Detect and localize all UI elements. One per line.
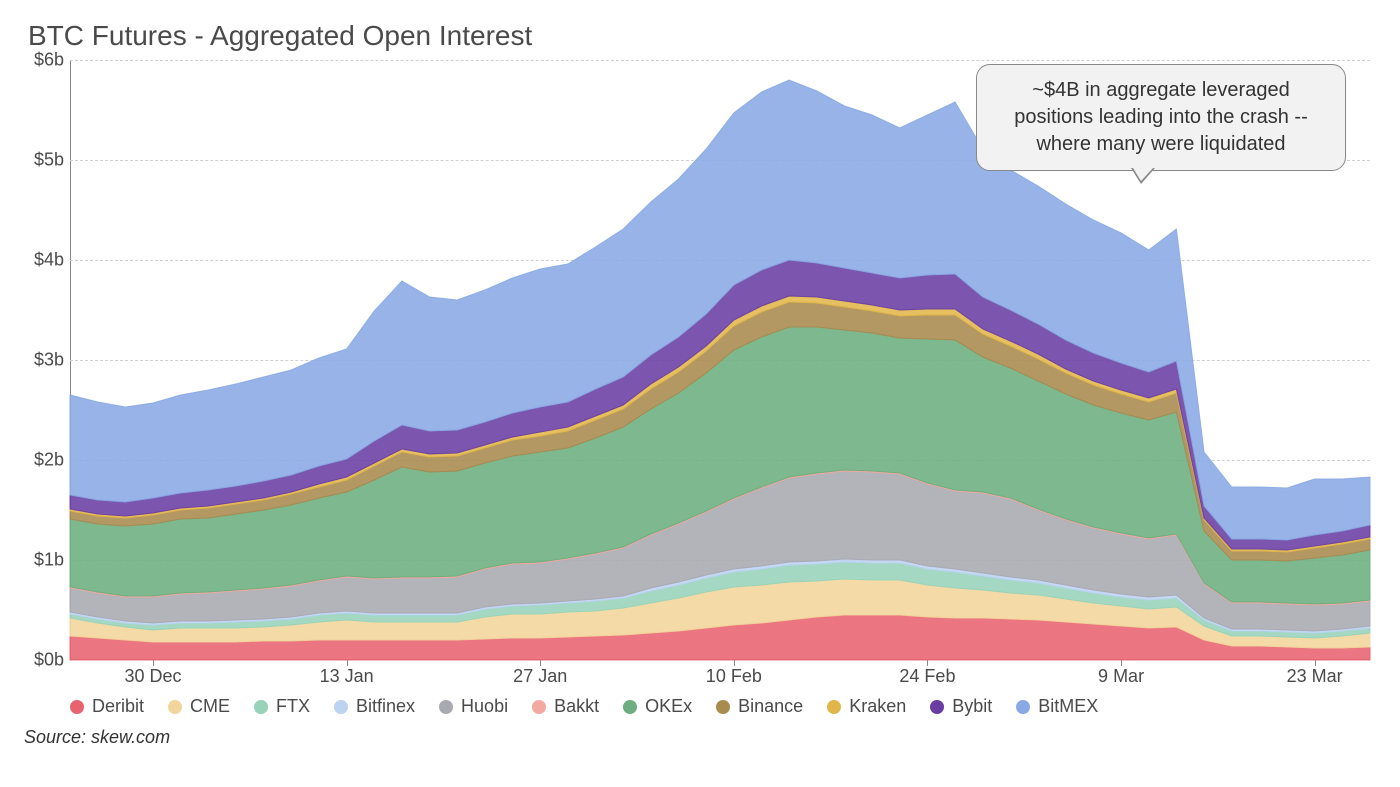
- legend-label: FTX: [276, 696, 310, 717]
- legend-item-bitfinex: Bitfinex: [334, 696, 415, 717]
- legend-item-bakkt: Bakkt: [532, 696, 599, 717]
- legend-label: Binance: [738, 696, 803, 717]
- callout-annotation: ~$4B in aggregate leveraged positions le…: [976, 64, 1346, 171]
- legend-swatch: [1016, 700, 1030, 714]
- callout-tail-inner: [1133, 168, 1153, 181]
- y-tick-label: $5b: [20, 150, 64, 171]
- legend-label: Deribit: [92, 696, 144, 717]
- legend-item-okex: OKEx: [623, 696, 692, 717]
- y-axis: $0b$1b$2b$3b$4b$5b$6b: [20, 60, 70, 660]
- legend-item-bitmex: BitMEX: [1016, 696, 1098, 717]
- legend-swatch: [930, 700, 944, 714]
- legend-label: Bitfinex: [356, 696, 415, 717]
- chart-title: BTC Futures - Aggregated Open Interest: [28, 20, 1380, 52]
- legend-label: Bakkt: [554, 696, 599, 717]
- legend-swatch: [716, 700, 730, 714]
- x-tick-label: 13 Jan: [320, 666, 374, 687]
- x-axis: 30 Dec 13 Jan 27 Jan 10 Feb 24 Feb 9 Mar 23 Ma…: [70, 660, 1370, 690]
- legend-label: Huobi: [461, 696, 508, 717]
- chart-container: BTC Futures - Aggregated Open Interest $…: [20, 20, 1380, 767]
- y-tick-label: $1b: [20, 550, 64, 571]
- legend-swatch: [334, 700, 348, 714]
- x-tick-label: 9 Mar: [1098, 666, 1144, 687]
- x-tick-label: 30 Dec: [124, 666, 181, 687]
- legend-item-kraken: Kraken: [827, 696, 906, 717]
- legend-item-binance: Binance: [716, 696, 803, 717]
- x-tick-label: 23 Mar: [1287, 666, 1343, 687]
- legend-swatch: [254, 700, 268, 714]
- y-tick-label: $0b: [20, 650, 64, 671]
- y-tick-label: $3b: [20, 350, 64, 371]
- legend-item-ftx: FTX: [254, 696, 310, 717]
- x-tick-label: 24 Feb: [899, 666, 955, 687]
- legend-swatch: [827, 700, 841, 714]
- x-tick-label: 27 Jan: [513, 666, 567, 687]
- source-label: Source: skew.com: [24, 727, 1380, 748]
- callout-text: ~$4B in aggregate leveraged positions le…: [1014, 79, 1308, 155]
- y-tick-label: $2b: [20, 450, 64, 471]
- plot-area: $0b$1b$2b$3b$4b$5b$6b ~$4B in aggregate …: [70, 60, 1370, 660]
- legend-item-deribit: Deribit: [70, 696, 144, 717]
- x-tick-label: 10 Feb: [706, 666, 762, 687]
- legend-label: CME: [190, 696, 230, 717]
- y-tick-label: $4b: [20, 250, 64, 271]
- legend-swatch: [439, 700, 453, 714]
- legend-label: OKEx: [645, 696, 692, 717]
- legend-item-huobi: Huobi: [439, 696, 508, 717]
- legend-label: Bybit: [952, 696, 992, 717]
- legend-swatch: [70, 700, 84, 714]
- legend-swatch: [623, 700, 637, 714]
- legend-swatch: [532, 700, 546, 714]
- legend-label: BitMEX: [1038, 696, 1098, 717]
- legend-swatch: [168, 700, 182, 714]
- legend: Deribit CME FTX Bitfinex Huobi Bakkt OKEx Binan…: [70, 696, 1380, 717]
- legend-label: Kraken: [849, 696, 906, 717]
- legend-item-bybit: Bybit: [930, 696, 992, 717]
- legend-item-cme: CME: [168, 696, 230, 717]
- y-tick-label: $6b: [20, 50, 64, 71]
